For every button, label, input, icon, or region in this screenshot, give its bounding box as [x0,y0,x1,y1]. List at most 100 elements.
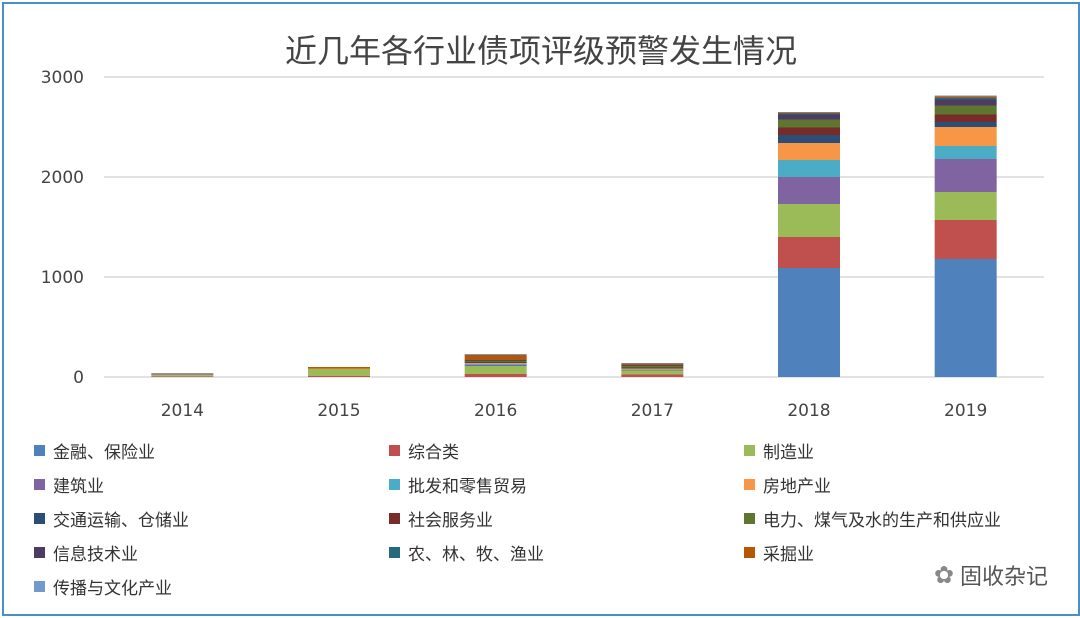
bar-segment [621,368,684,369]
bar-segment [934,98,997,100]
y-tick-label: 3000 [41,68,84,88]
bar-segment [934,114,997,122]
bar-segment [621,363,684,365]
bar-segment [934,146,997,159]
chart-title: 近几年各行业债项评级预警发生情况 [284,32,797,70]
legend-swatch [34,478,45,490]
x-tick-label: 2014 [161,401,204,421]
bar-segment [934,127,997,146]
bar-segment [621,365,684,366]
watermark: ✿ 固收杂记 [933,561,1048,590]
legend-item: 社会服务业 [389,507,744,531]
bar-segment [778,177,840,204]
bar-segment [778,143,840,160]
bar-segment [621,367,684,368]
bar-segment [308,368,370,369]
legend-item: 综合类 [389,439,744,463]
legend-label: 批发和零售贸易 [408,476,527,497]
legend-item: 传播与文化产业 [34,575,389,599]
bar-segment [308,376,370,377]
legend-swatch [744,444,755,456]
legend-swatch [744,512,755,524]
bar-segment [934,220,997,259]
bar-segment [934,105,997,115]
bar-segment [464,364,527,365]
legend: 金融、保险业 综合类 制造业建筑业 批发和零售贸易 房地产业交通运输、仓储业 社会服务业 电… [34,439,1064,599]
bar-segment [621,370,684,375]
bar-segment [464,361,527,362]
legend-item: 建筑业 [34,473,389,497]
legend-label: 建筑业 [53,476,104,497]
bar-segment [778,204,840,237]
legend-item: 金融、保险业 [34,439,389,463]
bar-segment [621,370,684,371]
bar-segment [778,113,840,115]
legend-swatch [34,546,45,558]
bar-segment [778,237,840,268]
bar-segment [308,367,370,369]
x-tick-label: 2016 [474,401,517,421]
legend-label: 综合类 [408,442,459,463]
plot-area: 0 1000 2000 3000 2014 2015 2016 2017 2018 2019 [41,68,1044,421]
legend-label: 制造业 [763,442,814,463]
y-tick-label: 2000 [41,168,84,188]
legend-swatch [389,546,400,558]
y-tick-label: 0 [73,368,84,388]
legend-label: 社会服务业 [408,510,493,531]
legend-label: 采掘业 [763,544,814,565]
legend-label: 交通运输、仓储业 [53,510,189,531]
bar-segment [778,112,840,114]
legend-swatch [389,444,400,456]
bar-segment [934,96,997,98]
bar-segment [308,369,370,376]
x-tick-label: 2018 [787,401,830,421]
bar-segment [151,375,214,377]
legend-label: 传播与文化产业 [53,578,172,599]
y-tick-label: 1000 [41,268,84,288]
bar-segment [464,362,527,363]
legend-item: 批发和零售贸易 [389,473,744,497]
bar-segment [934,99,997,106]
legend-swatch [389,478,400,490]
bar-segment [464,355,527,360]
legend-label: 房地产业 [763,476,831,497]
legend-label: 电力、煤气及水的生产和供应业 [763,510,1001,531]
bar-segment [621,374,684,377]
bar-segment [621,366,684,368]
bar-segment [934,159,997,192]
bar-segment [464,354,527,355]
legend-swatch [744,478,755,490]
bar-segment [621,369,684,370]
legend-item: 交通运输、仓储业 [34,507,389,531]
bar-segment [621,368,684,370]
legend-item: 信息技术业 [34,541,389,565]
legend-item: 电力、煤气及水的生产和供应业 [744,507,1064,531]
bar-segment [934,259,997,377]
bar-segment [778,135,840,143]
bar-segment [778,112,840,113]
x-tick-label: 2019 [944,401,987,421]
legend-item: 农、林、牧、渔业 [389,541,744,565]
bar-segment [464,366,527,374]
bar-segment [778,268,840,377]
legend-label: 信息技术业 [53,544,138,565]
bar-segment [778,160,840,177]
legend-item: 房地产业 [744,473,1064,497]
x-tick-label: 2015 [317,401,360,421]
bar-segment [934,95,997,97]
legend-swatch [389,512,400,524]
bar-segment [464,365,527,366]
bar-segment [778,119,840,128]
bar-segment [151,376,214,377]
legend-item: 采掘业 [744,541,1064,565]
wechat-icon: ✿ [933,561,954,589]
legend-swatch [34,444,45,456]
bar-segment [464,360,527,361]
legend-item: 制造业 [744,439,1064,463]
legend-swatch [34,580,45,592]
bar-segment [778,127,840,135]
legend-label: 农、林、牧、渔业 [408,544,544,565]
bar-segment [151,373,214,374]
bar-segment [621,363,684,364]
